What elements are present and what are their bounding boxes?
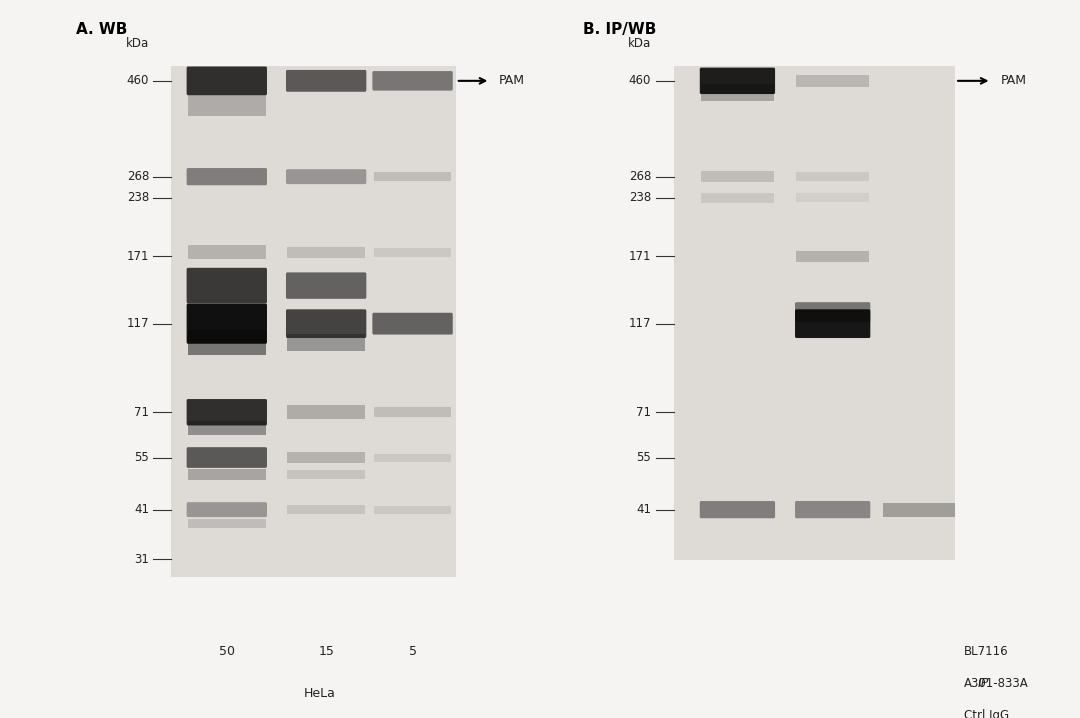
FancyBboxPatch shape bbox=[795, 309, 870, 338]
FancyBboxPatch shape bbox=[187, 268, 267, 304]
Text: Ctrl IgG: Ctrl IgG bbox=[964, 709, 1010, 718]
Text: 117: 117 bbox=[126, 317, 149, 330]
Text: kDa: kDa bbox=[627, 37, 651, 50]
Text: kDa: kDa bbox=[125, 37, 149, 50]
Text: 5: 5 bbox=[408, 645, 417, 658]
FancyBboxPatch shape bbox=[700, 67, 775, 94]
FancyBboxPatch shape bbox=[187, 67, 267, 95]
Text: 268: 268 bbox=[629, 170, 651, 183]
Text: IP: IP bbox=[977, 677, 989, 690]
Text: 31: 31 bbox=[134, 553, 149, 566]
Bar bbox=[796, 172, 869, 181]
FancyBboxPatch shape bbox=[795, 501, 870, 518]
FancyBboxPatch shape bbox=[700, 501, 775, 518]
Bar bbox=[796, 193, 869, 202]
Bar bbox=[374, 505, 451, 513]
Bar bbox=[188, 469, 266, 480]
Text: 55: 55 bbox=[636, 451, 651, 464]
Bar bbox=[701, 192, 773, 203]
Text: 238: 238 bbox=[126, 191, 149, 204]
Text: 41: 41 bbox=[134, 503, 149, 516]
Text: B. IP/WB: B. IP/WB bbox=[583, 22, 657, 37]
Bar bbox=[882, 503, 955, 516]
Bar bbox=[374, 454, 451, 462]
Text: 55: 55 bbox=[134, 451, 149, 464]
Text: PAM: PAM bbox=[1000, 75, 1026, 88]
Text: 50: 50 bbox=[219, 645, 234, 658]
Text: BL7116: BL7116 bbox=[964, 645, 1009, 658]
FancyBboxPatch shape bbox=[286, 70, 366, 92]
Text: 460: 460 bbox=[629, 75, 651, 88]
Bar bbox=[287, 406, 365, 419]
Bar bbox=[287, 335, 365, 352]
Text: 171: 171 bbox=[629, 250, 651, 263]
Bar bbox=[287, 470, 365, 479]
Bar bbox=[374, 248, 451, 257]
Bar bbox=[796, 75, 869, 87]
Bar bbox=[701, 171, 773, 182]
FancyBboxPatch shape bbox=[187, 399, 267, 426]
FancyBboxPatch shape bbox=[187, 168, 267, 185]
Text: 238: 238 bbox=[629, 191, 651, 204]
Bar bbox=[287, 246, 365, 258]
Bar bbox=[374, 407, 451, 417]
Text: 41: 41 bbox=[636, 503, 651, 516]
Text: 268: 268 bbox=[126, 170, 149, 183]
FancyBboxPatch shape bbox=[286, 309, 366, 338]
Bar bbox=[796, 251, 869, 262]
Text: PAM: PAM bbox=[499, 75, 525, 88]
FancyBboxPatch shape bbox=[187, 502, 267, 517]
FancyBboxPatch shape bbox=[373, 313, 453, 335]
Text: 460: 460 bbox=[126, 75, 149, 88]
Text: A. WB: A. WB bbox=[76, 22, 127, 37]
Text: 171: 171 bbox=[126, 250, 149, 263]
Text: A301-833A: A301-833A bbox=[964, 677, 1029, 690]
Text: 117: 117 bbox=[629, 317, 651, 330]
FancyBboxPatch shape bbox=[187, 447, 267, 468]
FancyBboxPatch shape bbox=[795, 302, 870, 322]
Bar bbox=[188, 95, 266, 116]
Text: 71: 71 bbox=[636, 406, 651, 419]
FancyBboxPatch shape bbox=[373, 71, 453, 90]
FancyBboxPatch shape bbox=[187, 304, 267, 344]
FancyBboxPatch shape bbox=[286, 272, 366, 299]
FancyBboxPatch shape bbox=[188, 638, 266, 666]
Text: 15: 15 bbox=[319, 645, 334, 658]
FancyBboxPatch shape bbox=[374, 638, 451, 666]
Bar bbox=[188, 246, 266, 259]
Text: HeLa: HeLa bbox=[303, 686, 336, 700]
Bar bbox=[287, 452, 365, 463]
Text: 71: 71 bbox=[134, 406, 149, 419]
Bar bbox=[188, 330, 266, 355]
Bar bbox=[188, 421, 266, 435]
Bar bbox=[701, 84, 773, 101]
Bar bbox=[674, 66, 955, 560]
Bar bbox=[188, 518, 266, 528]
Bar bbox=[287, 505, 365, 514]
FancyBboxPatch shape bbox=[287, 638, 365, 666]
FancyBboxPatch shape bbox=[286, 169, 366, 184]
Bar bbox=[171, 66, 456, 577]
Bar bbox=[374, 172, 451, 181]
